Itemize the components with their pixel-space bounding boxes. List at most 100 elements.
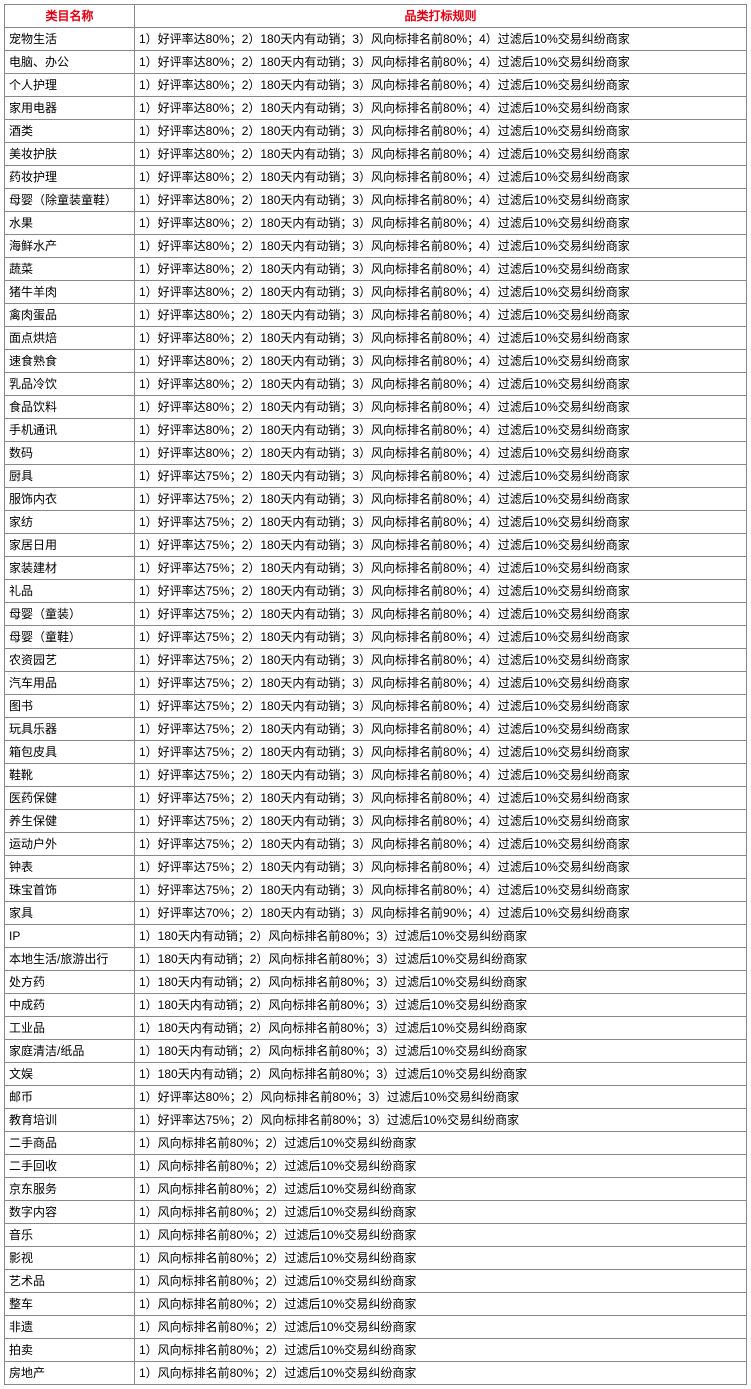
- cell-rule: 1）风向标排名前80%；2）过滤后10%交易纠纷商家: [135, 1362, 747, 1385]
- cell-rule: 1）好评率达75%；2）180天内有动销；3）风向标排名前80%；4）过滤后10…: [135, 672, 747, 695]
- cell-rule: 1）好评率达75%；2）180天内有动销；3）风向标排名前80%；4）过滤后10…: [135, 534, 747, 557]
- table-row: 厨具1）好评率达75%；2）180天内有动销；3）风向标排名前80%；4）过滤后…: [5, 465, 747, 488]
- table-row: 拍卖1）风向标排名前80%；2）过滤后10%交易纠纷商家: [5, 1339, 747, 1362]
- table-row: 艺术品1）风向标排名前80%；2）过滤后10%交易纠纷商家: [5, 1270, 747, 1293]
- cell-category: 母婴（童装）: [5, 603, 135, 626]
- table-row: 母婴（童鞋）1）好评率达75%；2）180天内有动销；3）风向标排名前80%；4…: [5, 626, 747, 649]
- cell-category: 家具: [5, 902, 135, 925]
- cell-rule: 1）好评率达80%；2）风向标排名前80%；3）过滤后10%交易纠纷商家: [135, 1086, 747, 1109]
- cell-category: 钟表: [5, 856, 135, 879]
- cell-category: 汽车用品: [5, 672, 135, 695]
- cell-rule: 1）风向标排名前80%；2）过滤后10%交易纠纷商家: [135, 1224, 747, 1247]
- cell-rule: 1）好评率达80%；2）180天内有动销；3）风向标排名前80%；4）过滤后10…: [135, 419, 747, 442]
- cell-rule: 1）好评率达75%；2）180天内有动销；3）风向标排名前80%；4）过滤后10…: [135, 833, 747, 856]
- cell-rule: 1）好评率达75%；2）180天内有动销；3）风向标排名前80%；4）过滤后10…: [135, 580, 747, 603]
- cell-category: 医药保健: [5, 787, 135, 810]
- cell-category: 禽肉蛋品: [5, 304, 135, 327]
- cell-category: 音乐: [5, 1224, 135, 1247]
- table-row: 母婴（童装）1）好评率达75%；2）180天内有动销；3）风向标排名前80%；4…: [5, 603, 747, 626]
- table-row: 二手回收1）风向标排名前80%；2）过滤后10%交易纠纷商家: [5, 1155, 747, 1178]
- cell-category: 房地产: [5, 1362, 135, 1385]
- cell-category: 拍卖: [5, 1339, 135, 1362]
- cell-category: 二手商品: [5, 1132, 135, 1155]
- cell-category: 食品饮料: [5, 396, 135, 419]
- cell-category: 二手回收: [5, 1155, 135, 1178]
- cell-rule: 1）好评率达80%；2）180天内有动销；3）风向标排名前80%；4）过滤后10…: [135, 396, 747, 419]
- table-row: 二手商品1）风向标排名前80%；2）过滤后10%交易纠纷商家: [5, 1132, 747, 1155]
- cell-rule: 1）好评率达80%；2）180天内有动销；3）风向标排名前80%；4）过滤后10…: [135, 281, 747, 304]
- table-row: 本地生活/旅游出行1）180天内有动销；2）风向标排名前80%；3）过滤后10%…: [5, 948, 747, 971]
- cell-category: 家庭清洁/纸品: [5, 1040, 135, 1063]
- table-row: 影视1）风向标排名前80%；2）过滤后10%交易纠纷商家: [5, 1247, 747, 1270]
- table-row: 美妆护肤1）好评率达80%；2）180天内有动销；3）风向标排名前80%；4）过…: [5, 143, 747, 166]
- cell-category: 数字内容: [5, 1201, 135, 1224]
- cell-category: 乳品冷饮: [5, 373, 135, 396]
- cell-category: 养生保健: [5, 810, 135, 833]
- table-row: 家庭清洁/纸品1）180天内有动销；2）风向标排名前80%；3）过滤后10%交易…: [5, 1040, 747, 1063]
- table-row: IP1）180天内有动销；2）风向标排名前80%；3）过滤后10%交易纠纷商家: [5, 925, 747, 948]
- table-row: 电脑、办公1）好评率达80%；2）180天内有动销；3）风向标排名前80%；4）…: [5, 51, 747, 74]
- table-row: 速食熟食1）好评率达80%；2）180天内有动销；3）风向标排名前80%；4）过…: [5, 350, 747, 373]
- cell-rule: 1）风向标排名前80%；2）过滤后10%交易纠纷商家: [135, 1201, 747, 1224]
- cell-rule: 1）好评率达80%；2）180天内有动销；3）风向标排名前80%；4）过滤后10…: [135, 189, 747, 212]
- table-row: 教育培训1）好评率达75%；2）风向标排名前80%；3）过滤后10%交易纠纷商家: [5, 1109, 747, 1132]
- cell-rule: 1）好评率达75%；2）180天内有动销；3）风向标排名前80%；4）过滤后10…: [135, 741, 747, 764]
- cell-rule: 1）风向标排名前80%；2）过滤后10%交易纠纷商家: [135, 1155, 747, 1178]
- table-row: 医药保健1）好评率达75%；2）180天内有动销；3）风向标排名前80%；4）过…: [5, 787, 747, 810]
- cell-category: 海鲜水产: [5, 235, 135, 258]
- cell-category: 家居日用: [5, 534, 135, 557]
- table-row: 运动户外1）好评率达75%；2）180天内有动销；3）风向标排名前80%；4）过…: [5, 833, 747, 856]
- cell-category: 服饰内衣: [5, 488, 135, 511]
- table-row: 药妆护理1）好评率达80%；2）180天内有动销；3）风向标排名前80%；4）过…: [5, 166, 747, 189]
- cell-category: 母婴（除童装童鞋）: [5, 189, 135, 212]
- cell-rule: 1）风向标排名前80%；2）过滤后10%交易纠纷商家: [135, 1132, 747, 1155]
- table-row: 房地产1）风向标排名前80%；2）过滤后10%交易纠纷商家: [5, 1362, 747, 1385]
- table-row: 汽车用品1）好评率达75%；2）180天内有动销；3）风向标排名前80%；4）过…: [5, 672, 747, 695]
- cell-category: 母婴（童鞋）: [5, 626, 135, 649]
- table-row: 箱包皮具1）好评率达75%；2）180天内有动销；3）风向标排名前80%；4）过…: [5, 741, 747, 764]
- table-row: 手机通讯1）好评率达80%；2）180天内有动销；3）风向标排名前80%；4）过…: [5, 419, 747, 442]
- cell-rule: 1）好评率达75%；2）180天内有动销；3）风向标排名前80%；4）过滤后10…: [135, 557, 747, 580]
- cell-rule: 1）好评率达80%；2）180天内有动销；3）风向标排名前80%；4）过滤后10…: [135, 166, 747, 189]
- table-header-row: 类目名称 品类打标规则: [5, 5, 747, 28]
- cell-rule: 1）180天内有动销；2）风向标排名前80%；3）过滤后10%交易纠纷商家: [135, 1040, 747, 1063]
- table-row: 家纺1）好评率达75%；2）180天内有动销；3）风向标排名前80%；4）过滤后…: [5, 511, 747, 534]
- table-row: 服饰内衣1）好评率达75%；2）180天内有动销；3）风向标排名前80%；4）过…: [5, 488, 747, 511]
- cell-rule: 1）好评率达80%；2）180天内有动销；3）风向标排名前80%；4）过滤后10…: [135, 304, 747, 327]
- table-row: 工业品1）180天内有动销；2）风向标排名前80%；3）过滤后10%交易纠纷商家: [5, 1017, 747, 1040]
- cell-category: 邮币: [5, 1086, 135, 1109]
- cell-rule: 1）风向标排名前80%；2）过滤后10%交易纠纷商家: [135, 1247, 747, 1270]
- table-row: 数码1）好评率达80%；2）180天内有动销；3）风向标排名前80%；4）过滤后…: [5, 442, 747, 465]
- table-row: 玩具乐器1）好评率达75%；2）180天内有动销；3）风向标排名前80%；4）过…: [5, 718, 747, 741]
- table-row: 中成药1）180天内有动销；2）风向标排名前80%；3）过滤后10%交易纠纷商家: [5, 994, 747, 1017]
- cell-category: 中成药: [5, 994, 135, 1017]
- cell-category: 厨具: [5, 465, 135, 488]
- table-row: 农资园艺1）好评率达75%；2）180天内有动销；3）风向标排名前80%；4）过…: [5, 649, 747, 672]
- cell-rule: 1）180天内有动销；2）风向标排名前80%；3）过滤后10%交易纠纷商家: [135, 1017, 747, 1040]
- cell-category: 蔬菜: [5, 258, 135, 281]
- table-row: 水果1）好评率达80%；2）180天内有动销；3）风向标排名前80%；4）过滤后…: [5, 212, 747, 235]
- cell-rule: 1）风向标排名前80%；2）过滤后10%交易纠纷商家: [135, 1270, 747, 1293]
- cell-category: 鞋靴: [5, 764, 135, 787]
- cell-category: 电脑、办公: [5, 51, 135, 74]
- cell-category: 本地生活/旅游出行: [5, 948, 135, 971]
- cell-category: 运动户外: [5, 833, 135, 856]
- category-rule-table: 类目名称 品类打标规则 宠物生活1）好评率达80%；2）180天内有动销；3）风…: [4, 4, 747, 1385]
- table-row: 家装建材1）好评率达75%；2）180天内有动销；3）风向标排名前80%；4）过…: [5, 557, 747, 580]
- table-row: 音乐1）风向标排名前80%；2）过滤后10%交易纠纷商家: [5, 1224, 747, 1247]
- cell-rule: 1）好评率达75%；2）180天内有动销；3）风向标排名前80%；4）过滤后10…: [135, 649, 747, 672]
- cell-category: 艺术品: [5, 1270, 135, 1293]
- cell-rule: 1）好评率达70%；2）180天内有动销；3）风向标排名前90%；4）过滤后10…: [135, 902, 747, 925]
- cell-rule: 1）好评率达75%；2）180天内有动销；3）风向标排名前80%；4）过滤后10…: [135, 764, 747, 787]
- table-row: 个人护理1）好评率达80%；2）180天内有动销；3）风向标排名前80%；4）过…: [5, 74, 747, 97]
- cell-category: 玩具乐器: [5, 718, 135, 741]
- cell-category: 农资园艺: [5, 649, 135, 672]
- cell-rule: 1）好评率达80%；2）180天内有动销；3）风向标排名前80%；4）过滤后10…: [135, 327, 747, 350]
- cell-rule: 1）180天内有动销；2）风向标排名前80%；3）过滤后10%交易纠纷商家: [135, 948, 747, 971]
- cell-rule: 1）好评率达75%；2）180天内有动销；3）风向标排名前80%；4）过滤后10…: [135, 511, 747, 534]
- cell-category: 家纺: [5, 511, 135, 534]
- cell-category: 处方药: [5, 971, 135, 994]
- table-row: 图书1）好评率达75%；2）180天内有动销；3）风向标排名前80%；4）过滤后…: [5, 695, 747, 718]
- cell-rule: 1）好评率达80%；2）180天内有动销；3）风向标排名前80%；4）过滤后10…: [135, 120, 747, 143]
- cell-category: 酒类: [5, 120, 135, 143]
